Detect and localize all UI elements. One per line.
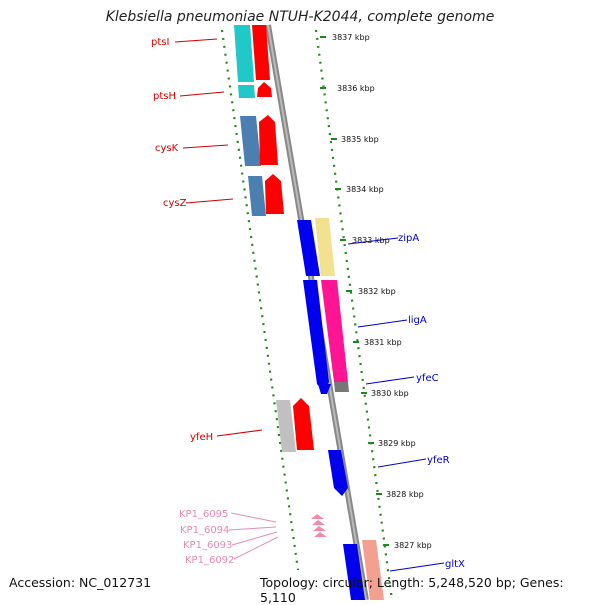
gene-label-minor[interactable]: KP1_6092 bbox=[185, 555, 234, 566]
kbp-ticks: 3837 kbp 3836 kbp 3835 kbp 3834 kbp 3833… bbox=[320, 33, 432, 550]
gene-arrow-pink[interactable] bbox=[314, 532, 327, 537]
kbp-label: 3836 kbp bbox=[337, 84, 375, 93]
gene-block-darkgrey[interactable] bbox=[334, 382, 349, 392]
left-leaders bbox=[174, 38, 263, 437]
gene-arrow-blue[interactable] bbox=[318, 384, 331, 394]
gene-arrow-pink[interactable] bbox=[312, 520, 325, 525]
gene-label-minor[interactable]: KP1_6093 bbox=[183, 540, 232, 551]
kbp-label: 3832 kbp bbox=[358, 287, 396, 296]
kbp-label: 3834 kbp bbox=[346, 185, 384, 194]
gene-block-steel[interactable] bbox=[240, 116, 261, 166]
gene-block-grey[interactable] bbox=[276, 400, 296, 452]
pink-leaders bbox=[228, 512, 279, 560]
gene-label-left[interactable]: yfeH bbox=[190, 432, 213, 443]
kbp-label: 3828 kbp bbox=[386, 490, 424, 499]
kbp-label: 3827 kbp bbox=[394, 541, 432, 550]
gene-arrow-pink[interactable] bbox=[313, 526, 326, 531]
gene-block-cyan[interactable] bbox=[234, 25, 254, 82]
right-leaders bbox=[347, 237, 445, 572]
kbp-label: 3829 kbp bbox=[378, 439, 416, 448]
gene-label-left[interactable]: cysK bbox=[155, 143, 179, 154]
gene-block-yellow[interactable] bbox=[315, 218, 335, 276]
gene-label-right[interactable]: zipA bbox=[398, 233, 419, 244]
gene-arrow-red[interactable] bbox=[257, 82, 272, 97]
gene-block-blue[interactable] bbox=[343, 544, 365, 600]
kbp-label: 3833 kbp bbox=[352, 236, 390, 245]
left-track-dots bbox=[220, 29, 300, 571]
gene-label-left[interactable]: ptsI bbox=[151, 37, 169, 48]
gene-label-right[interactable]: yfeC bbox=[416, 373, 439, 384]
genome-summary-text: Topology: circular; Length: 5,248,520 bp… bbox=[260, 575, 564, 605]
gene-label-right[interactable]: yfeR bbox=[427, 455, 450, 466]
kbp-label: 3831 kbp bbox=[364, 338, 402, 347]
gene-label-minor[interactable]: KP1_6094 bbox=[180, 525, 229, 536]
gene-label-right[interactable]: gltX bbox=[445, 559, 465, 570]
gene-arrow-red[interactable] bbox=[293, 398, 314, 450]
gene-arrow-red[interactable] bbox=[259, 115, 278, 165]
right-strand-genes bbox=[297, 218, 384, 600]
gene-block-magenta[interactable] bbox=[321, 280, 348, 382]
gene-arrow-red[interactable] bbox=[265, 174, 284, 214]
gene-block-steel[interactable] bbox=[248, 176, 266, 216]
gene-block-red[interactable] bbox=[252, 25, 270, 80]
gene-block-salmon[interactable] bbox=[362, 540, 384, 600]
kbp-label: 3835 kbp bbox=[341, 135, 379, 144]
gene-label-right[interactable]: ligA bbox=[408, 315, 427, 326]
accession-text: Accession: NC_012731 bbox=[9, 575, 152, 590]
left-strand-genes bbox=[234, 25, 327, 537]
gene-arrow-blue[interactable] bbox=[303, 280, 329, 392]
gene-arrow-pink[interactable] bbox=[311, 514, 324, 519]
gene-block-blue[interactable] bbox=[297, 220, 320, 276]
kbp-label: 3837 kbp bbox=[332, 33, 370, 42]
gene-label-left[interactable]: cysZ bbox=[163, 198, 187, 209]
gene-arrow-blue[interactable] bbox=[328, 450, 348, 496]
kbp-label: 3830 kbp bbox=[371, 389, 409, 398]
gene-label-left[interactable]: ptsH bbox=[153, 91, 176, 102]
map-title: Klebsiella pneumoniae NTUH-K2044, comple… bbox=[105, 9, 495, 25]
gene-block-cyan[interactable] bbox=[238, 85, 255, 98]
gene-label-minor[interactable]: KP1_6095 bbox=[179, 509, 228, 520]
